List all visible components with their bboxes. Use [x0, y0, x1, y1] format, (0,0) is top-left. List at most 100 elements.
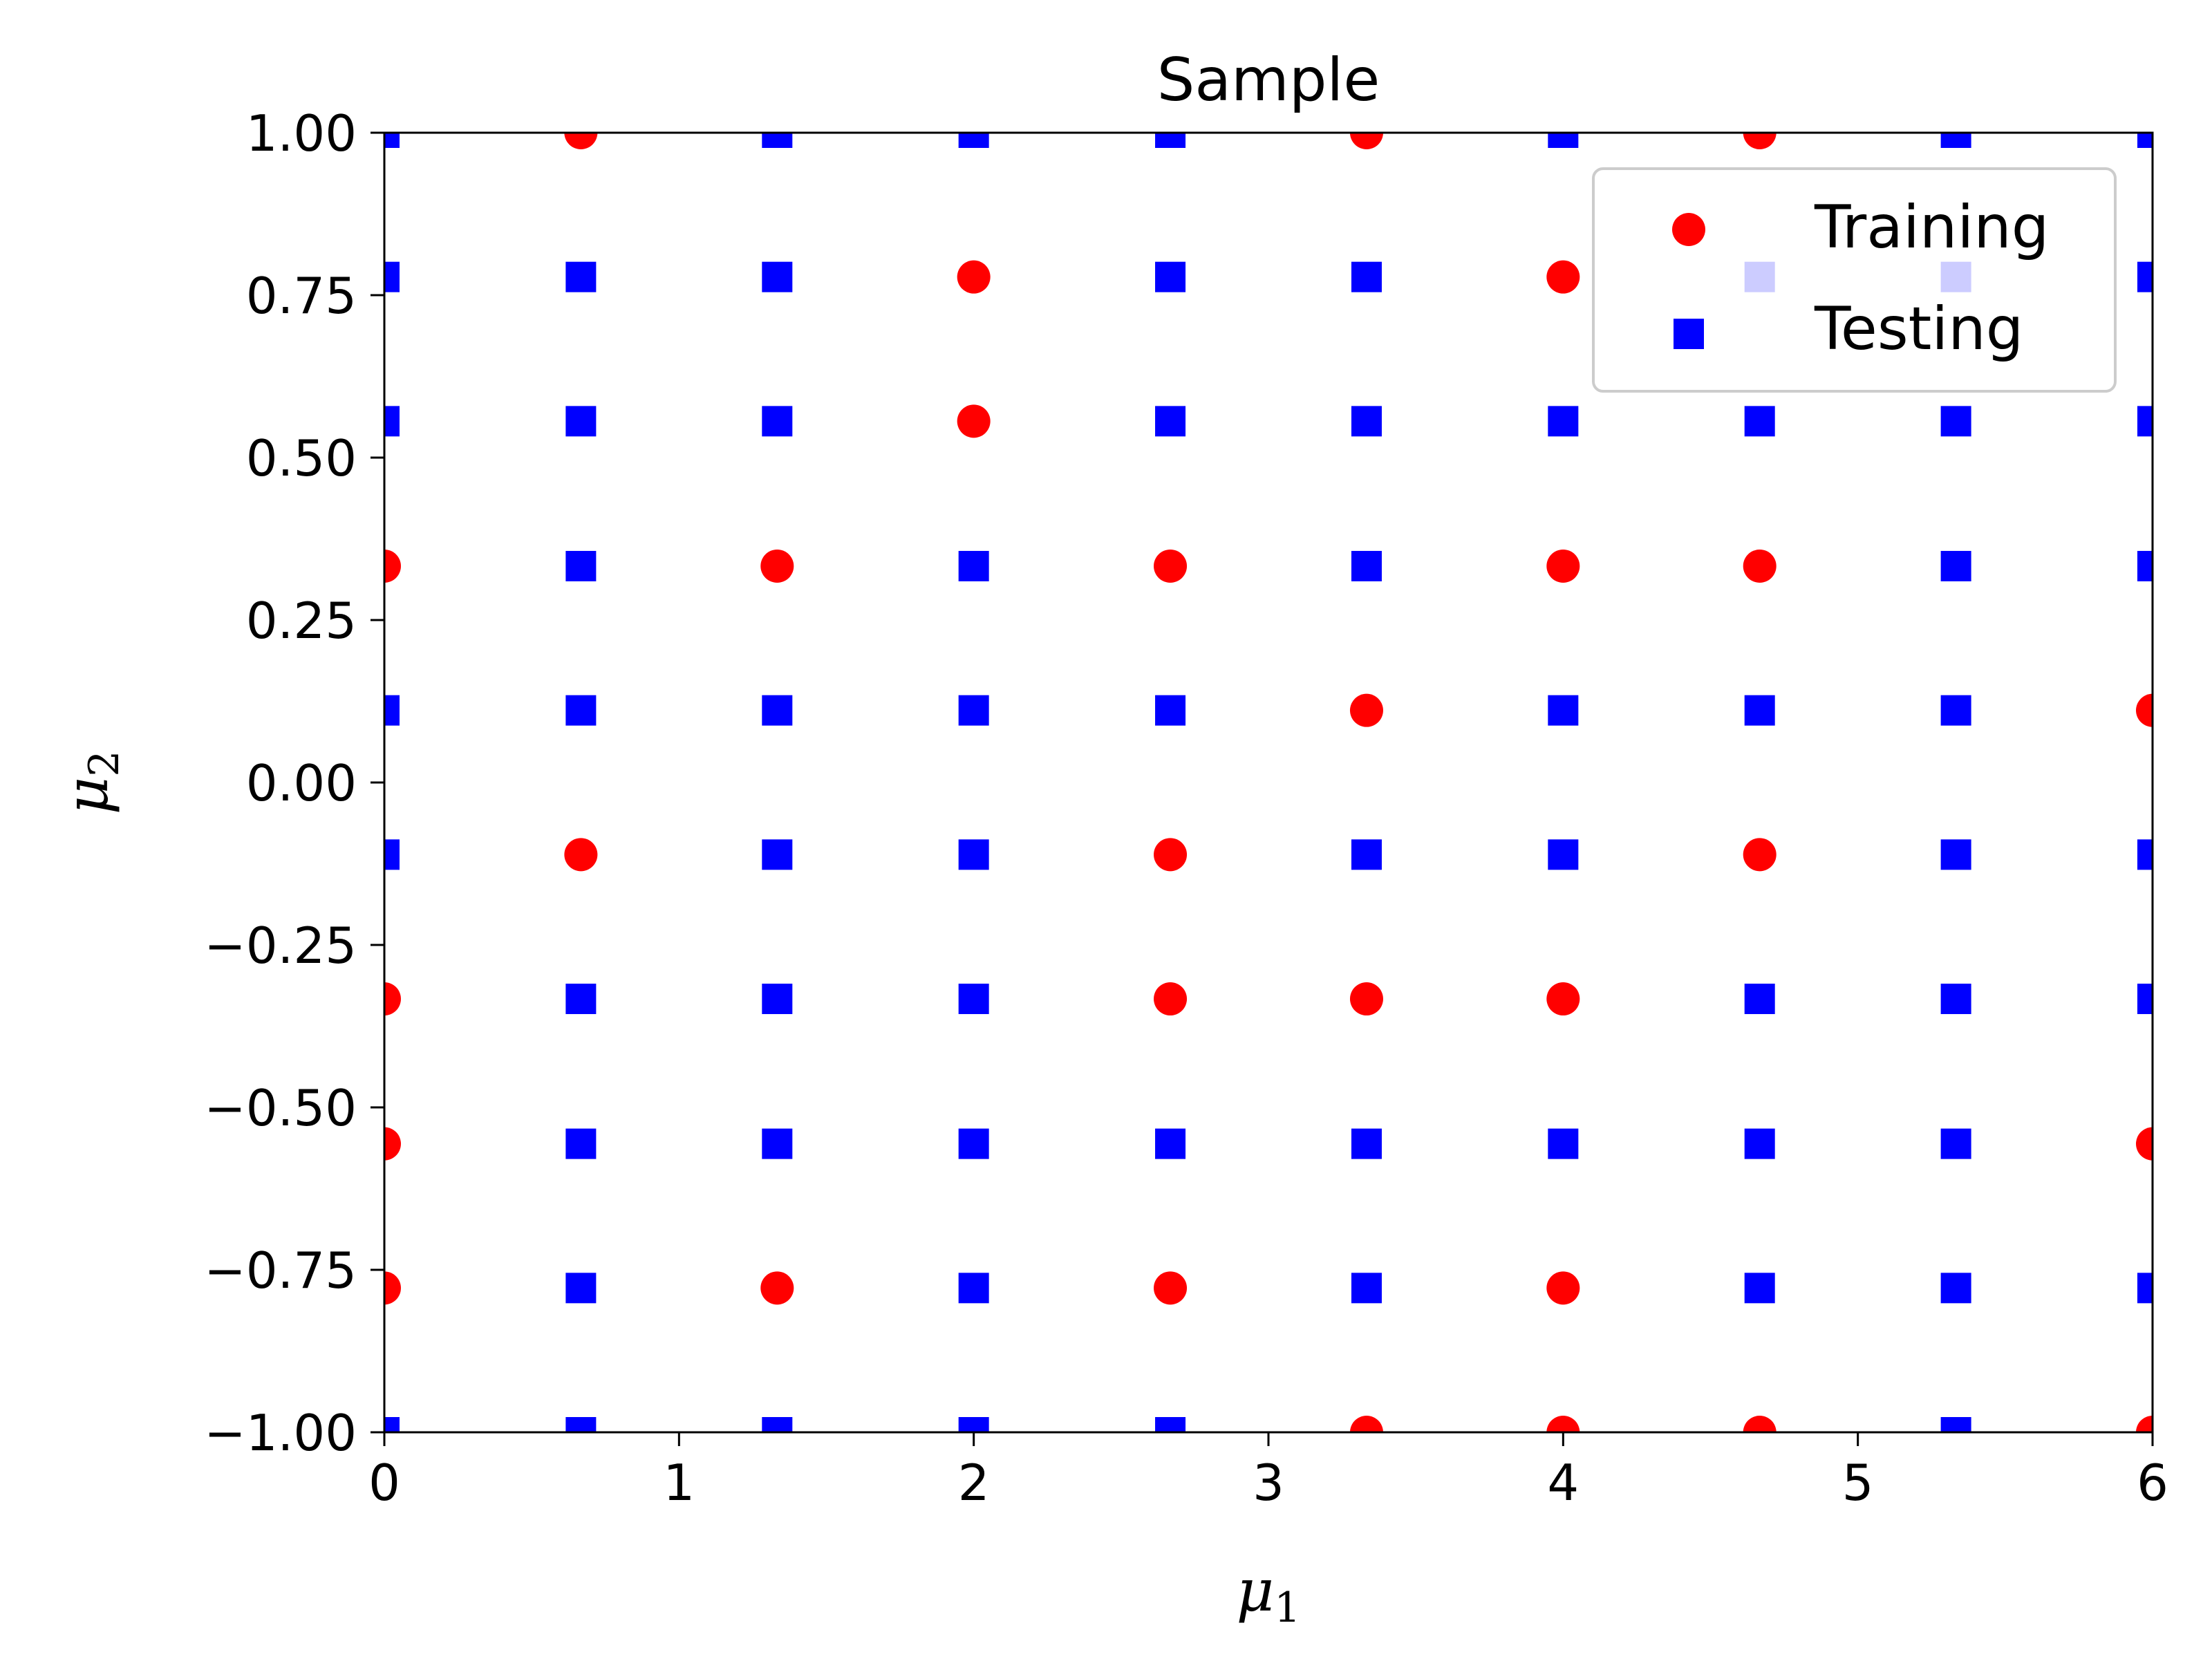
testing-point	[2137, 984, 2153, 1015]
testing-point	[1744, 406, 1775, 437]
training-point	[1349, 133, 1383, 149]
testing-point	[2137, 1273, 2153, 1304]
testing-point	[565, 984, 597, 1015]
testing-point	[384, 406, 400, 437]
testing-point	[384, 839, 400, 870]
testing-point	[1351, 406, 1382, 437]
training-point	[2136, 1416, 2153, 1432]
training-point	[1349, 982, 1383, 1016]
testing-point	[384, 695, 400, 726]
testing-point	[1940, 1417, 1971, 1432]
testing-point	[1940, 133, 1971, 148]
testing-point	[762, 984, 793, 1015]
training-point	[384, 549, 401, 583]
testing-point	[1155, 261, 1186, 292]
testing-point	[958, 550, 989, 581]
training-point	[1743, 838, 1777, 872]
x-tick-label: 1	[663, 1454, 695, 1512]
legend: Training Testing	[1592, 167, 2117, 393]
y-tick-label: 1.00	[246, 104, 357, 162]
testing-point	[1351, 1273, 1382, 1304]
training-point	[564, 838, 598, 872]
training-point	[1349, 693, 1383, 727]
testing-point	[1940, 550, 1971, 581]
testing-point	[565, 1273, 597, 1304]
testing-point	[1155, 1128, 1186, 1159]
training-point	[1743, 549, 1777, 583]
plot-markers	[384, 133, 2153, 1432]
testing-point	[2137, 406, 2153, 437]
y-tick-label: 0.00	[246, 754, 357, 812]
x-tick-label: 6	[2137, 1454, 2168, 1512]
y-axis-label: μ2	[53, 751, 129, 815]
training-point	[384, 1127, 401, 1161]
testing-point	[1744, 1273, 1775, 1304]
testing-point	[762, 261, 793, 292]
testing-point	[1548, 839, 1579, 870]
testing-point	[2137, 261, 2153, 292]
x-tick-label: 4	[1547, 1454, 1579, 1512]
training-point	[760, 549, 794, 583]
testing-point	[1744, 984, 1775, 1015]
testing-point	[958, 133, 989, 148]
testing-point	[958, 839, 989, 870]
testing-point	[1940, 984, 1971, 1015]
testing-point	[565, 695, 597, 726]
testing-point	[565, 1417, 597, 1432]
testing-point	[1155, 1417, 1186, 1432]
testing-point	[384, 1417, 400, 1432]
legend-testing-marker	[1674, 319, 1704, 349]
testing-point	[1940, 406, 1971, 437]
training-point	[1546, 1416, 1580, 1432]
training-point	[957, 404, 991, 438]
y-axis-label-symbol: μ	[53, 777, 121, 815]
legend-training-label: Training	[1814, 193, 2049, 262]
testing-point	[1940, 1128, 1971, 1159]
training-point	[1546, 1271, 1580, 1305]
y-tick-label: 0.25	[246, 592, 357, 650]
testing-point	[384, 133, 400, 148]
training-point	[384, 1271, 401, 1305]
testing-point	[762, 1417, 793, 1432]
testing-point	[1940, 695, 1971, 726]
testing-point	[762, 133, 793, 148]
testing-point	[1548, 133, 1579, 148]
y-axis-ticks: −1.00 −0.75 −0.50 −0.25 0.00 0.25 0.50 0.75 1.00	[204, 104, 384, 1462]
testing-point	[1548, 406, 1579, 437]
testing-point	[1940, 839, 1971, 870]
testing-point	[1351, 550, 1382, 581]
training-point	[957, 260, 991, 294]
y-tick-label: −1.00	[204, 1404, 357, 1462]
x-tick-label: 0	[368, 1454, 400, 1512]
y-tick-label: 0.50	[246, 429, 357, 487]
x-tick-label: 2	[958, 1454, 990, 1512]
testing-point	[762, 1128, 793, 1159]
testing-point	[1155, 133, 1186, 148]
testing-point	[1744, 695, 1775, 726]
testing-point	[1548, 695, 1579, 726]
y-tick-label: −0.25	[204, 917, 357, 975]
testing-point	[958, 1273, 989, 1304]
training-point	[1743, 1416, 1777, 1432]
training-point	[1546, 982, 1580, 1016]
training-point	[1546, 260, 1580, 294]
training-point	[2136, 1127, 2153, 1161]
legend-box	[1592, 167, 2117, 393]
testing-point	[1940, 1273, 1971, 1304]
training-point	[1154, 1271, 1188, 1305]
testing-point	[565, 406, 597, 437]
testing-point	[958, 984, 989, 1015]
testing-point	[2137, 550, 2153, 581]
testing-point	[565, 1128, 597, 1159]
testing-point	[1351, 1128, 1382, 1159]
training-point	[1546, 549, 1580, 583]
training-point	[1154, 549, 1188, 583]
x-tick-label: 3	[1253, 1454, 1284, 1512]
training-point	[760, 1271, 794, 1305]
training-point	[384, 982, 401, 1016]
testing-point	[762, 695, 793, 726]
legend-training-marker	[1672, 213, 1705, 246]
chart-title: Sample	[1157, 46, 1380, 115]
x-axis-label-symbol: μ	[1237, 1557, 1275, 1624]
